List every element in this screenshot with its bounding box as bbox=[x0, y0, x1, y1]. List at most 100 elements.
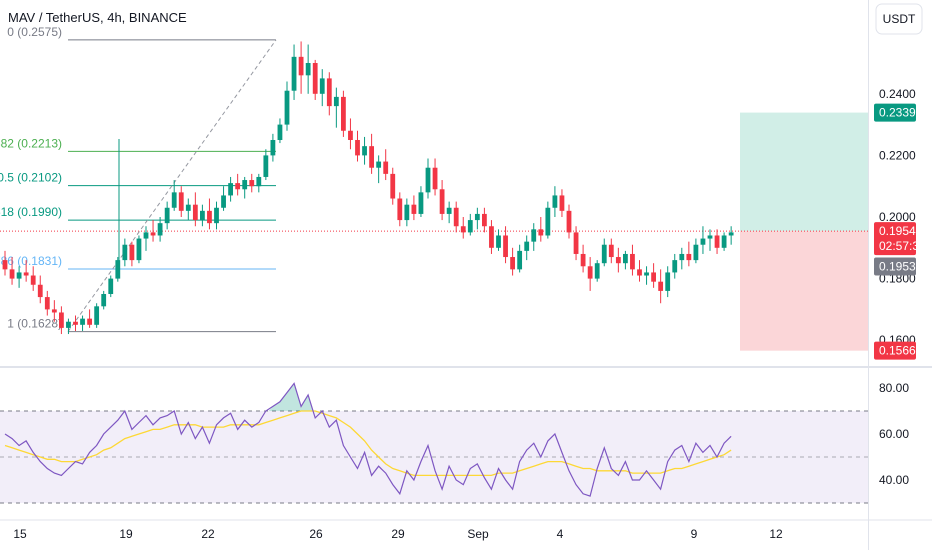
candle-body bbox=[390, 173, 396, 199]
candle-body bbox=[721, 235, 727, 248]
candle bbox=[101, 290, 107, 310]
rsi-tick-label: 60.00 bbox=[879, 427, 909, 441]
fib-level-label: 382 (0.2213) bbox=[0, 136, 62, 150]
prev-close-badge: 0.1953 bbox=[874, 257, 916, 276]
candle bbox=[432, 158, 438, 196]
candle bbox=[150, 220, 156, 242]
candle-body bbox=[587, 266, 593, 279]
candle bbox=[108, 275, 114, 298]
candle bbox=[277, 118, 283, 144]
candle bbox=[510, 247, 515, 276]
candle-body bbox=[728, 232, 734, 236]
candle-body bbox=[672, 260, 678, 273]
candle bbox=[545, 201, 551, 239]
candle bbox=[573, 226, 579, 261]
candle-body bbox=[503, 235, 508, 258]
candle-body bbox=[228, 183, 233, 196]
candle-body bbox=[256, 176, 262, 187]
trend-line[interactable] bbox=[67, 39, 277, 332]
candle bbox=[714, 229, 720, 254]
candle-body bbox=[700, 238, 706, 245]
candle-body bbox=[150, 232, 156, 236]
candle-body bbox=[538, 229, 544, 236]
time-axis[interactable]: 15 19 22 26 29 Sep 4 9 12 bbox=[13, 527, 783, 541]
candle-body bbox=[630, 253, 635, 270]
candle bbox=[531, 223, 537, 251]
candle bbox=[51, 300, 57, 322]
candle bbox=[157, 217, 163, 242]
candle bbox=[651, 263, 656, 288]
candle-body bbox=[658, 281, 664, 291]
candle-body bbox=[305, 63, 311, 76]
candle-body bbox=[178, 192, 184, 211]
candle-body bbox=[665, 272, 671, 291]
rsi-ma-line bbox=[4, 410, 732, 477]
candle-body bbox=[319, 78, 325, 94]
last-price-badge-label: 02:57:31 bbox=[879, 239, 926, 253]
candle-body bbox=[446, 207, 452, 214]
price-tick-label: 0.2400 bbox=[879, 87, 916, 101]
candle bbox=[221, 186, 226, 211]
candle-body bbox=[214, 207, 219, 224]
candle bbox=[284, 81, 290, 131]
rsi-axis[interactable]: 80.00 60.00 40.00 bbox=[879, 381, 909, 487]
candle-body bbox=[73, 321, 78, 325]
candle bbox=[242, 176, 248, 199]
target-zone[interactable] bbox=[740, 112, 868, 232]
candle bbox=[348, 118, 353, 150]
candle-body bbox=[531, 229, 537, 242]
candle bbox=[143, 226, 149, 251]
candle-body bbox=[362, 146, 367, 156]
candle bbox=[580, 244, 586, 273]
candle bbox=[16, 266, 22, 288]
candle-body bbox=[9, 269, 15, 279]
currency-button-label[interactable]: USDT bbox=[883, 12, 916, 26]
candle-body bbox=[157, 223, 163, 236]
candle bbox=[2, 250, 8, 276]
candle bbox=[214, 201, 219, 230]
fib-retracement[interactable]: 0 (0.2575) 382 (0.2213) 0.5 (0.2102) 618 (0… bbox=[0, 25, 276, 333]
currency-button-box[interactable] bbox=[875, 3, 923, 35]
candle-body bbox=[615, 257, 621, 264]
candle bbox=[404, 198, 410, 227]
rsi-pane[interactable] bbox=[0, 382, 868, 504]
candle bbox=[496, 229, 501, 251]
candle bbox=[644, 266, 649, 285]
candle-body bbox=[221, 195, 226, 208]
candle bbox=[333, 87, 339, 128]
candle-body bbox=[312, 63, 318, 94]
fib-level-label: 0.5 (0.2102) bbox=[0, 171, 62, 185]
candle-body bbox=[608, 244, 614, 258]
candle bbox=[665, 266, 671, 298]
prev-close-badge-label: 0.1953 bbox=[879, 259, 916, 273]
candle bbox=[460, 217, 466, 239]
chart-title: MAV / TetherUS, 4h, BINANCE bbox=[8, 10, 187, 25]
candle bbox=[87, 309, 92, 328]
candle bbox=[566, 204, 572, 239]
candle bbox=[721, 232, 727, 251]
candle-body bbox=[601, 244, 607, 264]
candle bbox=[700, 226, 706, 254]
candle-body bbox=[482, 213, 487, 227]
candle-body bbox=[164, 207, 170, 224]
candle-body bbox=[115, 260, 121, 279]
candle bbox=[270, 133, 276, 162]
candle-body bbox=[129, 244, 135, 261]
candle-body bbox=[291, 56, 297, 91]
candle-body bbox=[594, 263, 600, 279]
candle bbox=[728, 226, 734, 245]
rsi-overbought-fill bbox=[268, 383, 313, 411]
candle-body bbox=[333, 96, 339, 107]
candle-body bbox=[623, 253, 628, 264]
candle bbox=[693, 238, 699, 264]
candle bbox=[524, 235, 530, 261]
candle-body bbox=[263, 155, 269, 177]
candle bbox=[263, 149, 269, 181]
candle-body bbox=[552, 195, 558, 208]
candle bbox=[594, 260, 600, 282]
position-tool[interactable] bbox=[740, 112, 868, 351]
currency-button[interactable]: USDT bbox=[875, 3, 923, 35]
stop-zone[interactable] bbox=[740, 231, 868, 351]
